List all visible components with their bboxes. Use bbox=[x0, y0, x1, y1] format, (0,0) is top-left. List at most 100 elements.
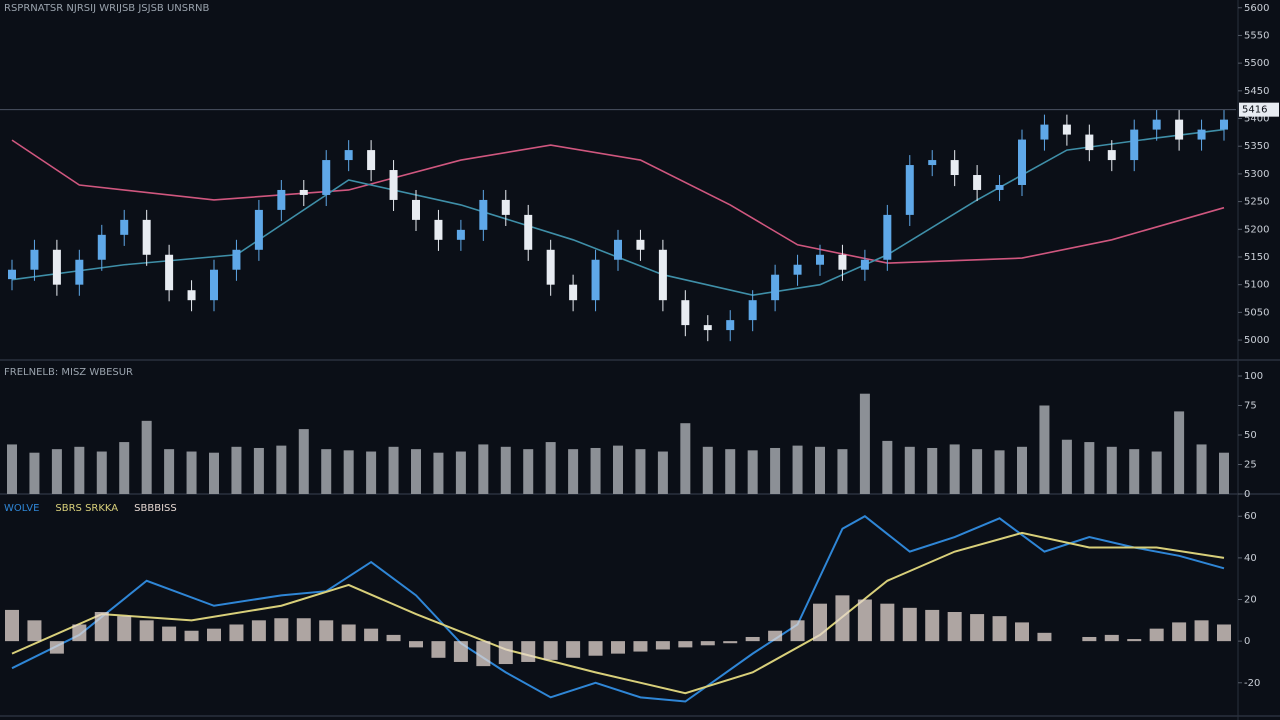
candle-body bbox=[232, 249, 241, 270]
candle-body bbox=[277, 189, 286, 210]
histogram-bar bbox=[1015, 622, 1029, 642]
histogram-bar bbox=[94, 612, 109, 642]
volume-bar bbox=[815, 446, 825, 494]
y-tick-label: 5350 bbox=[1244, 141, 1269, 152]
histogram-bar bbox=[835, 595, 850, 642]
y-tick-label: 5000 bbox=[1244, 335, 1269, 346]
volume-bar bbox=[500, 446, 511, 494]
panel-title: RSPRNATSR NJRSIJ WRIJSB JSJSB UNSRNB bbox=[4, 3, 210, 14]
y-tick-label: 0 bbox=[1244, 489, 1250, 500]
histogram-bar bbox=[27, 620, 42, 642]
histogram-bar bbox=[1082, 636, 1097, 642]
candle-body bbox=[97, 234, 106, 260]
volume-bar bbox=[523, 449, 534, 494]
histogram-bar bbox=[341, 624, 356, 642]
volume-bar bbox=[972, 449, 983, 494]
volume-bar bbox=[7, 444, 17, 494]
volume-bar bbox=[74, 446, 85, 494]
candle-body bbox=[1175, 119, 1184, 140]
candle-body bbox=[254, 209, 263, 250]
histogram-bar bbox=[521, 641, 536, 662]
volume-bar bbox=[29, 452, 40, 494]
volume-bar bbox=[792, 445, 803, 494]
histogram-bar bbox=[880, 603, 895, 642]
candle-body bbox=[120, 219, 129, 235]
candle-body bbox=[748, 300, 757, 321]
candle-body bbox=[1040, 124, 1049, 140]
candle-body bbox=[973, 175, 982, 190]
y-tick-label: 5500 bbox=[1244, 58, 1269, 69]
volume-bar bbox=[209, 452, 219, 494]
last-price-box bbox=[1239, 102, 1279, 117]
candle-body bbox=[569, 284, 578, 301]
volume-bar bbox=[343, 450, 354, 494]
volume-bar bbox=[994, 450, 1005, 494]
candle-body bbox=[165, 254, 174, 291]
histogram-bar bbox=[184, 630, 199, 642]
volume-bar bbox=[1084, 442, 1095, 494]
candle-body bbox=[995, 184, 1004, 190]
candle-body bbox=[658, 249, 667, 301]
histogram-bar bbox=[588, 641, 603, 656]
volume-bar bbox=[1106, 446, 1117, 494]
y-tick-label: 5100 bbox=[1244, 280, 1269, 291]
histogram-bar bbox=[453, 641, 468, 662]
volume-bar bbox=[141, 420, 152, 494]
histogram-bar bbox=[813, 603, 827, 642]
candle-body bbox=[950, 160, 959, 176]
histogram-bar bbox=[296, 618, 311, 642]
candle-body bbox=[793, 264, 802, 275]
histogram-bar bbox=[162, 626, 177, 642]
histogram-bar bbox=[49, 641, 64, 654]
histogram-bar bbox=[566, 641, 581, 658]
histogram-bar bbox=[1172, 622, 1187, 642]
volume-bar bbox=[1174, 411, 1185, 494]
histogram-bar bbox=[1149, 628, 1164, 642]
histogram-bar bbox=[633, 641, 648, 652]
candle-body bbox=[905, 165, 914, 215]
y-tick-label: -20 bbox=[1244, 678, 1260, 689]
candle-body bbox=[614, 239, 622, 260]
y-tick-label: 5400 bbox=[1244, 114, 1269, 125]
candle-body bbox=[8, 269, 16, 280]
histogram-bar bbox=[1104, 634, 1119, 642]
histogram-bar bbox=[319, 620, 334, 642]
volume-bar bbox=[747, 450, 758, 494]
histogram-bar bbox=[902, 607, 917, 642]
histogram-bar bbox=[723, 641, 738, 644]
candle-body bbox=[412, 199, 420, 220]
volume-bar bbox=[859, 393, 870, 494]
histogram-bar bbox=[431, 641, 446, 658]
histogram-bar bbox=[768, 630, 783, 642]
volume-bar bbox=[276, 445, 287, 494]
volume-bar bbox=[545, 442, 556, 494]
volume-bar bbox=[680, 423, 691, 494]
candle-body bbox=[434, 219, 443, 240]
candle-body bbox=[52, 249, 61, 285]
y-tick-label: 5300 bbox=[1244, 169, 1269, 180]
line bbox=[11, 531, 1225, 695]
y-tick-label: 100 bbox=[1244, 371, 1263, 382]
candle-body bbox=[860, 259, 869, 270]
histogram-bar bbox=[1194, 620, 1209, 642]
candle-body bbox=[344, 150, 353, 161]
candle-body bbox=[1197, 129, 1206, 140]
candle-body bbox=[1062, 124, 1071, 135]
histogram-bar bbox=[655, 641, 670, 650]
candle-body bbox=[1085, 134, 1094, 151]
legend-entry: WOLVE bbox=[4, 503, 39, 514]
y-tick-label: 20 bbox=[1244, 595, 1257, 606]
candle-body bbox=[142, 219, 151, 255]
y-tick-label: 40 bbox=[1244, 553, 1257, 564]
candle-body bbox=[501, 199, 510, 215]
volume-bar bbox=[568, 449, 579, 494]
y-tick-label: 25 bbox=[1244, 460, 1257, 471]
volume-bar bbox=[1219, 452, 1229, 494]
histogram-bar bbox=[1037, 632, 1052, 642]
histogram-bar bbox=[925, 609, 940, 642]
volume-bar bbox=[298, 429, 309, 494]
volume-bar bbox=[119, 442, 130, 494]
volume-bar bbox=[321, 449, 332, 494]
